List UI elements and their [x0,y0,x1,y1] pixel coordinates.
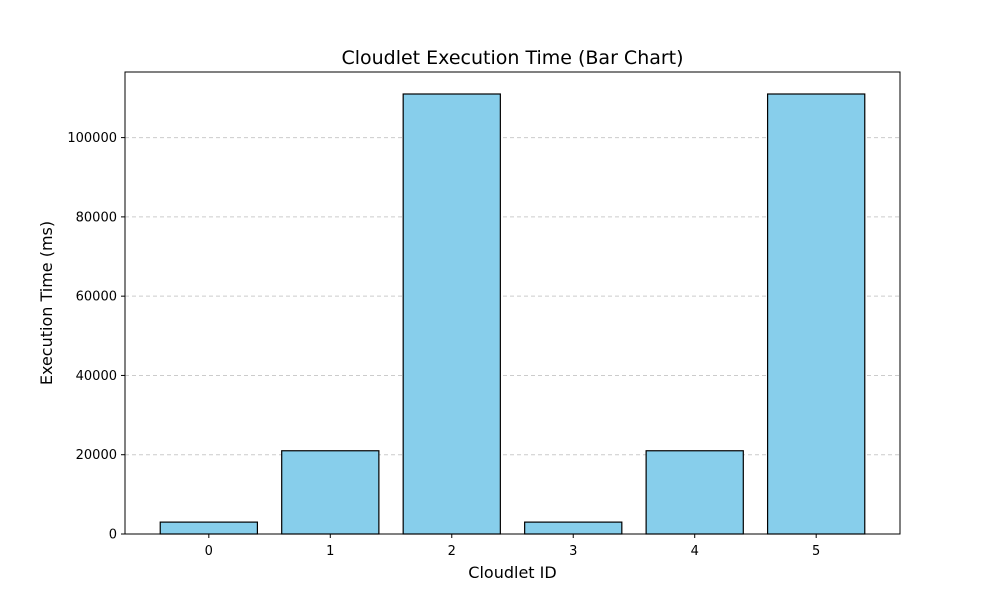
x-tick-label-1: 1 [326,544,334,559]
x-axis-title: Cloudlet ID [468,563,556,582]
bar-cloudlet-4 [645,450,744,535]
y-tick-label-40000: 40000 [76,369,117,384]
bars [159,93,866,535]
bar-cloudlet-3 [524,521,623,535]
x-tick-label-4: 4 [691,544,699,559]
x-tick-label-0: 0 [205,544,213,559]
plot-frame [124,71,901,535]
bar-cloudlet-2 [402,93,501,535]
y-axis-title: Execution Time (ms) [37,221,56,385]
x-tick-label-5: 5 [812,544,820,559]
x-tick-label-2: 2 [448,544,456,559]
x-axis-ticks: 0 1 2 3 4 5 [205,534,820,559]
y-axis-ticks: 0 20000 40000 60000 80000 100000 [67,131,125,543]
y-tick-label-0: 0 [109,528,117,543]
bar-cloudlet-5 [766,93,866,535]
y-tick-label-60000: 60000 [76,290,117,305]
chart-title: Cloudlet Execution Time (Bar Chart) [341,47,683,69]
bar-cloudlet-0 [159,521,259,535]
y-tick-label-100000: 100000 [67,131,117,146]
y-tick-label-20000: 20000 [76,448,117,463]
bar-cloudlet-1 [281,450,380,535]
y-tick-label-80000: 80000 [76,210,117,225]
x-tick-label-3: 3 [569,544,577,559]
